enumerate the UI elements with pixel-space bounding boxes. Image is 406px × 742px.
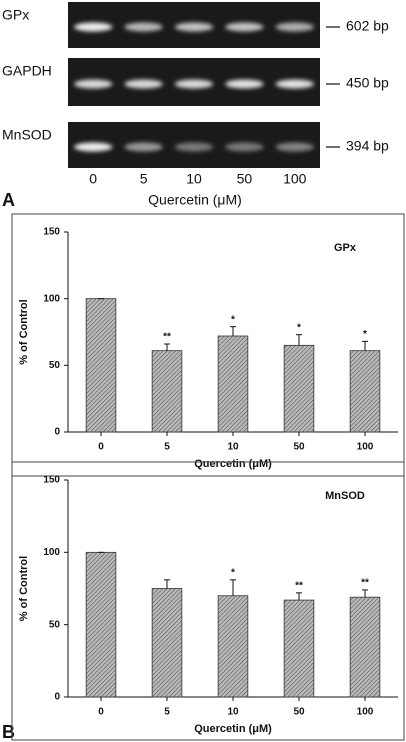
- significance-mark: **: [361, 578, 369, 589]
- x-tick-label: 0: [98, 707, 104, 718]
- y-tick-label: 50: [49, 619, 61, 630]
- gel-row-label: GAPDH: [2, 63, 52, 79]
- significance-mark: *: [231, 567, 235, 578]
- panel-letter: B: [2, 722, 15, 742]
- bar: [217, 595, 249, 698]
- lane-label: 50: [237, 171, 253, 187]
- size-label: 394 bp: [346, 138, 389, 154]
- bar: [85, 551, 117, 698]
- gel-band: [225, 79, 264, 89]
- gel-x-label: Quercetin (μM): [148, 192, 242, 208]
- gel-band: [74, 79, 113, 89]
- lane-label: 5: [140, 171, 148, 187]
- bar: [85, 298, 117, 433]
- x-tick-label: 10: [227, 442, 239, 453]
- gel-band: [275, 79, 314, 89]
- y-axis-label: % of Control: [18, 299, 30, 364]
- x-tick-label: 100: [357, 442, 374, 453]
- bar: [349, 596, 381, 698]
- x-tick-label: 50: [293, 442, 305, 453]
- x-tick-label: 50: [293, 707, 305, 718]
- gel-band: [174, 79, 214, 89]
- x-tick-label: 5: [164, 707, 170, 718]
- gel-row-label: GPx: [2, 7, 29, 23]
- gel-band: [174, 22, 214, 32]
- x-axis-label: Quercetin (μM): [194, 723, 272, 735]
- y-tick-label: 50: [49, 360, 61, 371]
- gel-band: [225, 22, 264, 32]
- significance-mark: **: [295, 580, 303, 591]
- gel-band: [74, 142, 113, 152]
- significance-mark: *: [297, 322, 301, 333]
- gel-band: [225, 142, 264, 152]
- lane-label: 0: [89, 171, 97, 187]
- lane-label: 10: [186, 171, 202, 187]
- y-tick-label: 100: [43, 547, 60, 558]
- size-label: 602 bp: [346, 18, 389, 34]
- panel-letter: A: [2, 190, 15, 210]
- y-tick-label: 150: [43, 475, 60, 486]
- bar: [151, 350, 183, 433]
- chart-frame: [11, 213, 405, 477]
- x-axis-label: Quercetin (μM): [194, 458, 272, 470]
- bar: [283, 599, 315, 698]
- gel-band: [275, 22, 314, 32]
- y-tick-label: 0: [54, 427, 60, 438]
- x-tick-label: 10: [227, 707, 239, 718]
- bar: [283, 344, 315, 433]
- bar: [217, 335, 249, 433]
- gel-band: [124, 79, 163, 89]
- significance-mark: *: [231, 314, 235, 325]
- chart-frame: [11, 461, 405, 741]
- chart-title: MnSOD: [325, 490, 365, 502]
- y-axis-label: % of Control: [18, 556, 30, 621]
- gel-band: [124, 22, 163, 32]
- x-tick-label: 100: [357, 707, 374, 718]
- chart-title: GPx: [334, 242, 357, 254]
- y-tick-label: 150: [43, 227, 60, 238]
- gel-band: [74, 22, 113, 32]
- y-tick-label: 100: [43, 293, 60, 304]
- significance-mark: **: [163, 332, 171, 343]
- significance-mark: *: [363, 329, 367, 340]
- bar: [151, 588, 183, 698]
- y-tick-label: 0: [54, 692, 60, 703]
- gel-band: [124, 142, 163, 152]
- gel-band: [275, 142, 314, 152]
- bar: [349, 350, 381, 433]
- lane-label: 100: [283, 171, 307, 187]
- x-tick-label: 0: [98, 442, 104, 453]
- x-tick-label: 5: [164, 442, 170, 453]
- size-label: 450 bp: [346, 75, 389, 91]
- gel-row-label: MnSOD: [2, 127, 52, 143]
- gel-band: [174, 142, 214, 152]
